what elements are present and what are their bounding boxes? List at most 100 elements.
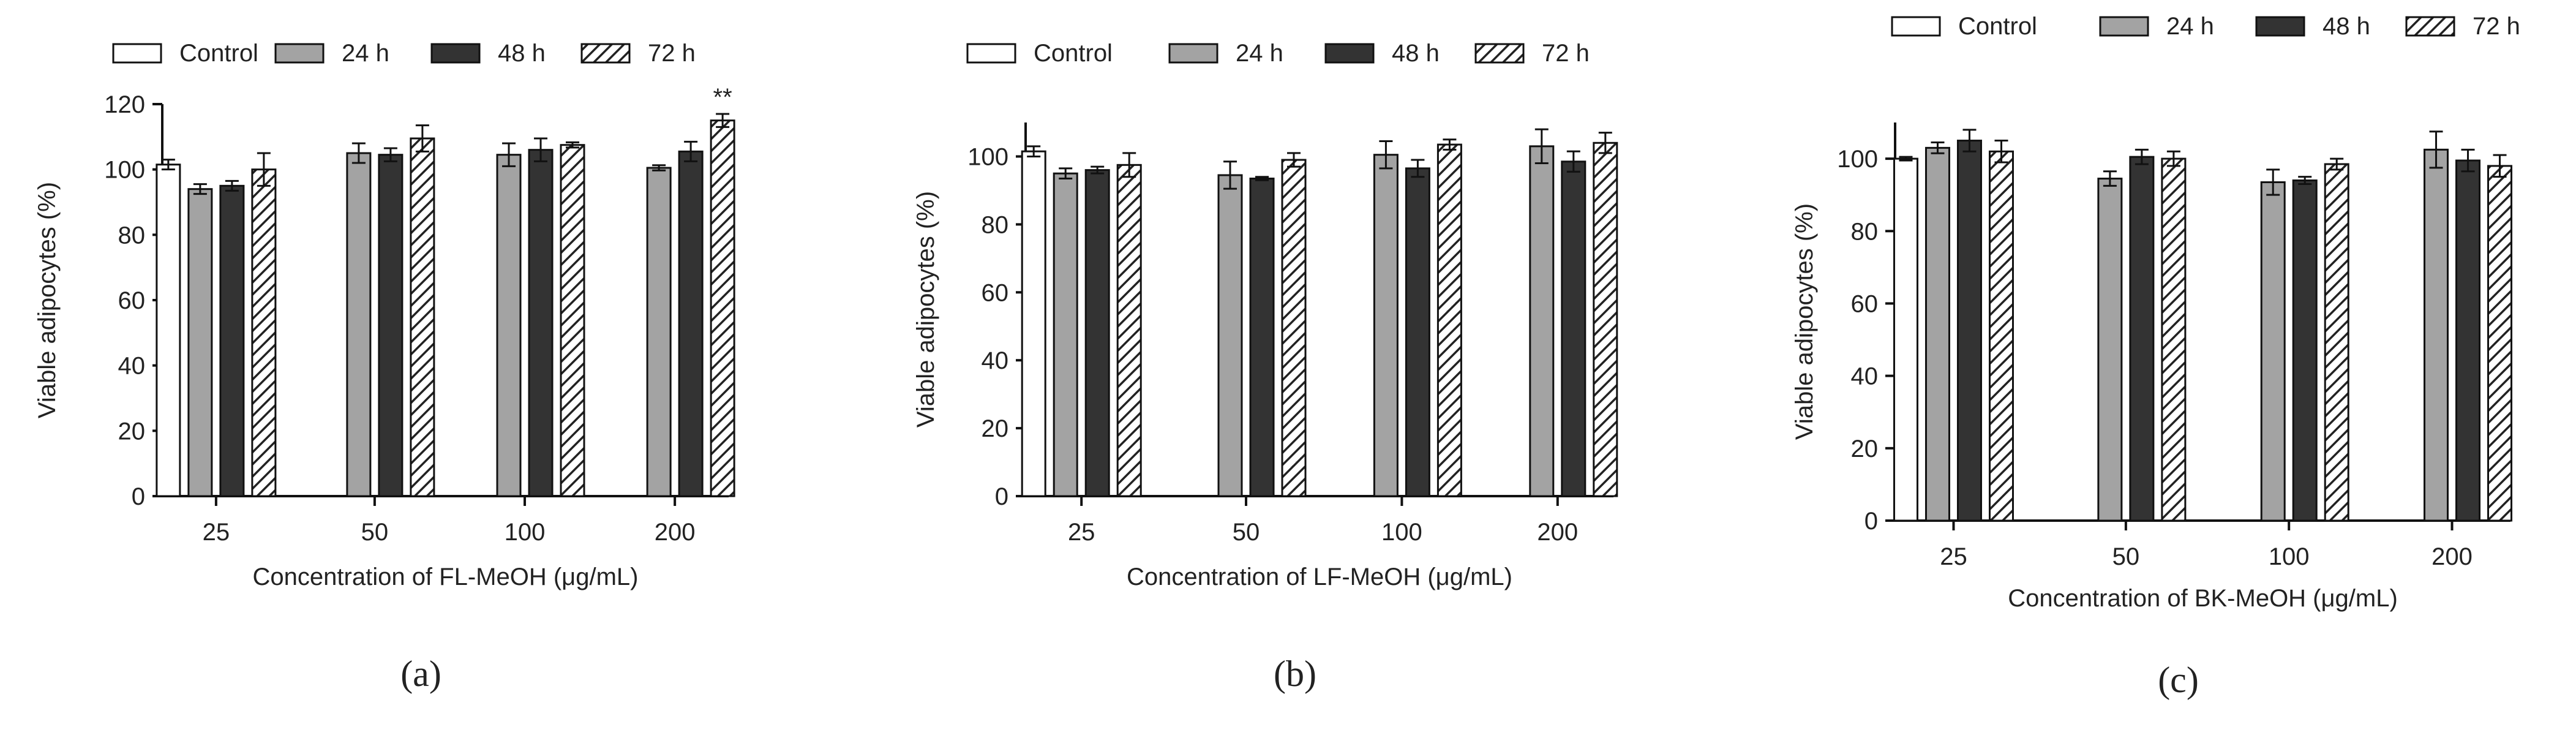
y-tick-label: 60 xyxy=(118,287,146,314)
bar-72-h-100 xyxy=(1436,143,1462,497)
y-tick-label: 60 xyxy=(982,279,1009,306)
bar-24-h-100 xyxy=(496,154,522,497)
legend-label: 48 h xyxy=(2323,13,2370,40)
bar-24-h-25 xyxy=(187,188,213,497)
bar-48-h-50 xyxy=(2129,156,2155,522)
bar-72-h-50 xyxy=(2161,157,2187,522)
bar-control-25 xyxy=(1021,150,1046,497)
x-tick-label: 100 xyxy=(1381,519,1422,546)
y-tick-label: 60 xyxy=(1851,290,1879,317)
bar-48-h-25 xyxy=(1084,169,1110,497)
x-axis-title: Concentration of LF-MeOH (μg/mL) xyxy=(1127,564,1512,590)
y-tick-label: 100 xyxy=(104,157,145,184)
x-tick-label: 25 xyxy=(1940,543,1967,570)
legend-label: 24 h xyxy=(2166,13,2214,40)
legend-label: Control xyxy=(1958,13,2037,40)
bar-48-h-200 xyxy=(678,150,704,497)
bar-48-h-200 xyxy=(2455,159,2481,522)
panel-c: Control 24 h 48 h 72 h 0 20 40 60 80 100 25 50 100 20… xyxy=(1791,13,2520,700)
x-tick-label: 200 xyxy=(1537,519,1578,546)
legend-swatch-24-h xyxy=(274,43,325,64)
legend-swatch-control xyxy=(112,43,162,64)
bar-control-25 xyxy=(156,164,181,497)
legend: Control 24 h 48 h 72 h xyxy=(1891,13,2520,40)
bar-72-h-200 xyxy=(2487,165,2513,522)
x-tick-label: 200 xyxy=(655,519,696,546)
legend-swatch-control xyxy=(966,43,1016,64)
legend: Control 24 h 48 h 72 h xyxy=(966,40,1590,67)
legend-swatch-control xyxy=(1891,16,1941,37)
y-tick-label: 0 xyxy=(995,483,1008,510)
x-tick-label: 50 xyxy=(361,519,389,546)
bar-72-h-200 xyxy=(1593,141,1618,497)
bar-48-h-50 xyxy=(378,154,404,497)
y-tick-label: 0 xyxy=(132,483,145,510)
legend-swatch-72-h xyxy=(2405,16,2455,37)
bar-24-h-100 xyxy=(2260,181,2286,522)
bar-72-h-200 xyxy=(710,119,735,497)
legend-swatch-72-h xyxy=(580,43,631,64)
legend-label: Control xyxy=(1034,40,1113,67)
bar-24-h-200 xyxy=(2424,148,2449,522)
bar-48-h-25 xyxy=(219,184,245,497)
legend-label: Control xyxy=(179,40,258,67)
x-axis-title: Concentration of BK-MeOH (μg/mL) xyxy=(2008,585,2398,612)
legend-swatch-48-h xyxy=(430,43,481,64)
x-tick-label: 25 xyxy=(1068,519,1095,546)
legend-swatch-72-h xyxy=(1474,43,1525,64)
bar-48-h-200 xyxy=(1561,160,1587,497)
bar-48-h-100 xyxy=(528,149,554,497)
significance-marker: ** xyxy=(713,84,732,111)
legend-label: 72 h xyxy=(2473,13,2520,40)
y-tick-label: 40 xyxy=(982,347,1009,374)
bar-48-h-100 xyxy=(2292,179,2318,522)
y-axis-title: Viable adipocytes (%) xyxy=(912,191,939,428)
x-tick-label: 200 xyxy=(2431,543,2473,570)
x-tick-label: 50 xyxy=(2112,543,2140,570)
y-tick-label: 80 xyxy=(1851,218,1879,245)
bar-72-h-100 xyxy=(2324,163,2349,522)
x-tick-label: 100 xyxy=(2269,543,2310,570)
x-tick-label: 25 xyxy=(203,519,230,546)
panel-a: Control 24 h 48 h 72 h 0 20 40 60 80 100 120 25 50 10… xyxy=(34,40,735,694)
bar-48-h-25 xyxy=(1956,140,1982,522)
legend-label: 48 h xyxy=(498,40,546,67)
bar-24-h-25 xyxy=(1053,172,1078,497)
bar-72-h-25 xyxy=(251,168,277,497)
legend-label: 48 h xyxy=(1392,40,1440,67)
x-tick-label: 100 xyxy=(505,519,546,546)
bar-72-h-25 xyxy=(1116,164,1142,497)
y-tick-label: 40 xyxy=(118,353,146,380)
legend-label: 72 h xyxy=(1542,40,1590,67)
y-axis-title: Viable adipocytes (%) xyxy=(1791,203,1818,440)
legend-label: 24 h xyxy=(342,40,389,67)
legend-swatch-48-h xyxy=(2255,16,2305,37)
bar-72-h-100 xyxy=(560,144,585,497)
x-tick-label: 50 xyxy=(1233,519,1260,546)
y-tick-label: 0 xyxy=(1864,508,1878,535)
y-tick-label: 20 xyxy=(982,415,1009,442)
y-axis-title: Viable adipocytes (%) xyxy=(34,182,61,418)
bar-24-h-25 xyxy=(1924,146,1950,522)
legend-label: 72 h xyxy=(648,40,696,67)
bar-72-h-50 xyxy=(1281,159,1307,497)
panel-label: (a) xyxy=(400,654,441,694)
bar-48-h-50 xyxy=(1249,178,1275,497)
x-axis-title: Concentration of FL-MeOH (μg/mL) xyxy=(253,564,639,590)
bar-48-h-100 xyxy=(1405,167,1430,497)
legend-label: 24 h xyxy=(1236,40,1283,67)
bar-24-h-200 xyxy=(646,167,672,497)
panel-b: Control 24 h 48 h 72 h 0 20 40 60 80 100 25 50 100 20… xyxy=(912,40,1618,694)
bar-24-h-200 xyxy=(1529,145,1555,497)
legend-swatch-24-h xyxy=(1168,43,1219,64)
bar-72-h-25 xyxy=(1988,150,2014,522)
y-tick-label: 120 xyxy=(104,91,145,118)
panel-label: (c) xyxy=(2158,660,2199,700)
y-tick-label: 80 xyxy=(118,222,146,249)
bar-24-h-50 xyxy=(2097,178,2123,522)
legend: Control 24 h 48 h 72 h xyxy=(112,40,696,67)
bar-72-h-50 xyxy=(410,137,435,497)
y-tick-label: 20 xyxy=(118,418,146,445)
legend-swatch-48-h xyxy=(1324,43,1375,64)
y-tick-label: 80 xyxy=(982,211,1009,238)
